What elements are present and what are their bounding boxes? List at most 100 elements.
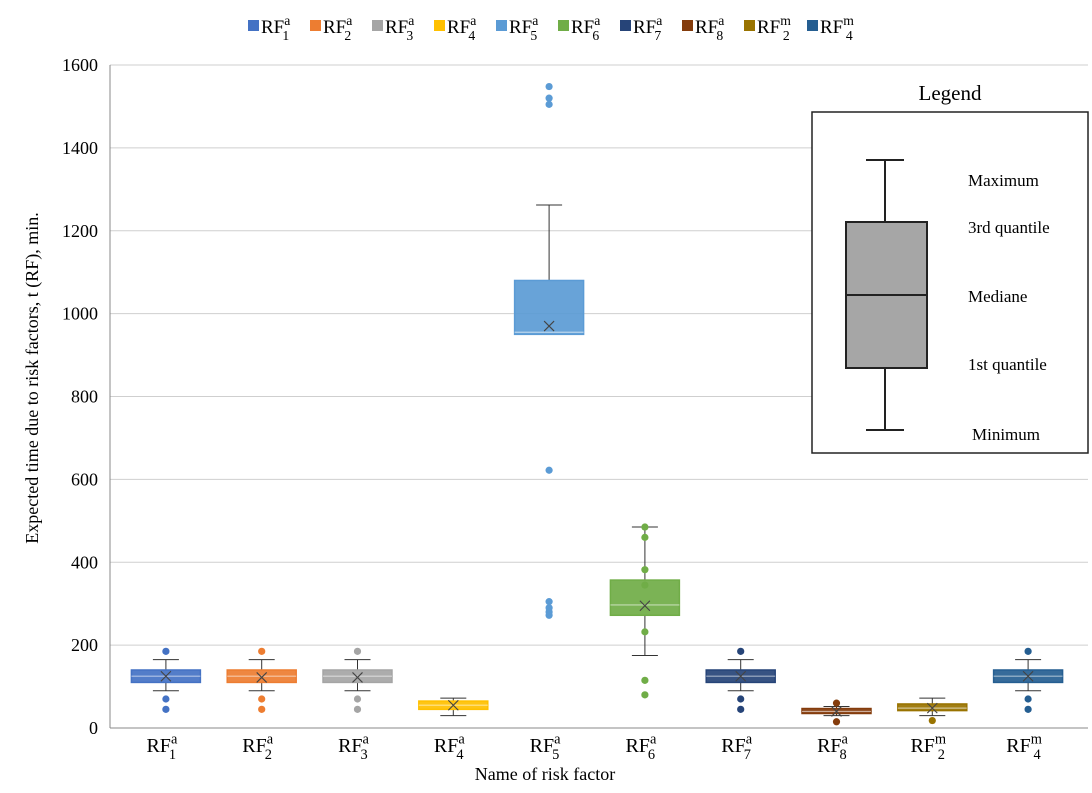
mean-marker <box>543 320 555 332</box>
mean-marker <box>735 670 747 682</box>
legend-label: RFa 4 <box>447 13 476 43</box>
legend-box-title: Legend <box>919 81 982 105</box>
outlier-point <box>162 647 170 655</box>
legend-label: RFa 8 <box>695 13 724 43</box>
y-tick-label: 1600 <box>62 55 98 75</box>
outlier-point <box>545 598 553 606</box>
mean-marker <box>639 600 651 612</box>
outlier-point <box>258 647 266 655</box>
y-tick-label: 200 <box>71 635 98 655</box>
outlier-point <box>641 566 649 574</box>
y-tick-label: 1000 <box>62 304 98 324</box>
outlier-point <box>353 695 362 703</box>
legend-item: RFa 7 <box>620 13 662 43</box>
box-rf5-a <box>513 82 585 619</box>
legend-label: RFa 2 <box>323 13 352 43</box>
outlier-point <box>641 628 649 636</box>
y-axis: 0 200 400 600 800 1000 1200 1400 1600 <box>62 55 1088 738</box>
outlier-point <box>641 691 649 699</box>
mean-marker <box>160 670 172 682</box>
legend-item: RFa 1 <box>248 13 290 43</box>
outlier-point <box>258 705 266 713</box>
box-rf3-a <box>322 647 393 713</box>
x-tick-label: RFa 4 <box>434 732 465 764</box>
series-legend: RFa 1 RFa 2 RFa 3 RFa 4 RFa 5 RFa 6 RFa 7 RFa 8 RFm 2 RFm 4 <box>248 13 854 43</box>
outlier-point <box>545 611 553 619</box>
legend-swatch <box>682 20 693 31</box>
legend-swatch <box>372 20 383 31</box>
legend-item: RFa 4 <box>434 13 476 43</box>
box-rf1-a <box>130 647 202 713</box>
outlier-point <box>737 705 745 713</box>
y-axis-title: Expected time due to risk factors, t (RF… <box>22 212 43 543</box>
y-tick-label: 1200 <box>62 221 98 241</box>
mean-marker <box>256 672 268 683</box>
x-tick-label: RFm 4 <box>1006 732 1042 764</box>
x-axis-title: Name of risk factor <box>475 764 615 784</box>
outlier-point <box>737 695 745 703</box>
legend-swatch <box>620 20 631 31</box>
legend-item: RFa 6 <box>558 13 600 43</box>
legend-label-1st-quantile: 1st quantile <box>968 355 1047 374</box>
x-tick-label: RFa 8 <box>817 732 848 764</box>
legend-label: RFa 7 <box>633 13 662 43</box>
x-tick-label: RFa 7 <box>721 732 752 764</box>
legend-label: RFm 4 <box>820 13 854 43</box>
x-tick-label: RFa 3 <box>338 732 369 764</box>
legend-label-maximum: Maximum <box>968 171 1039 190</box>
outlier-point <box>545 94 553 102</box>
legend-swatch <box>744 20 755 31</box>
mean-marker <box>352 672 363 683</box>
x-tick-label: RFm 2 <box>910 732 946 764</box>
box-rf4-m <box>992 647 1064 713</box>
legend-item: RFa 2 <box>310 13 352 43</box>
legend-item: RFa 5 <box>496 13 538 43</box>
legend-swatch <box>310 20 321 31</box>
x-tick-label: RFa 5 <box>530 732 561 764</box>
outlier-point <box>545 100 553 108</box>
outlier-point <box>641 676 649 684</box>
mean-marker <box>447 699 459 711</box>
mean-marker <box>831 706 842 717</box>
y-tick-label: 800 <box>71 387 98 407</box>
y-tick-label: 1400 <box>62 138 98 158</box>
legend-swatch <box>248 20 259 31</box>
outlier-point <box>832 718 841 726</box>
legend-label: RFm 2 <box>757 13 791 43</box>
legend-label: RFa 3 <box>385 13 414 43</box>
outlier-point <box>545 466 553 474</box>
outlier-point <box>641 533 649 541</box>
outlier-point <box>832 699 841 707</box>
legend-swatch <box>496 20 507 31</box>
outlier-point <box>353 705 362 713</box>
y-tick-label: 400 <box>71 552 98 572</box>
legend-item: RFm 4 <box>807 13 854 43</box>
box-rf4-a <box>418 697 489 717</box>
plot-area <box>130 82 1064 726</box>
legend-swatch <box>434 20 445 31</box>
legend-label-mediane: Mediane <box>968 287 1027 306</box>
box-rf6-a <box>609 523 681 699</box>
legend-swatch <box>807 20 818 31</box>
legend-label: RFa 5 <box>509 13 538 43</box>
mean-marker <box>1022 670 1034 682</box>
outlier-point <box>928 716 936 725</box>
legend-item: RFa 8 <box>682 13 724 43</box>
x-tick-label: RFa 2 <box>242 732 273 764</box>
box-rf8-a <box>801 699 872 726</box>
legend-item: RFm 2 <box>744 13 791 43</box>
legend-label-minimum: Minimum <box>972 425 1040 444</box>
mean-marker <box>926 702 938 714</box>
y-tick-label: 600 <box>71 469 98 489</box>
box-rf2-a <box>226 647 297 713</box>
x-tick-label: RFa 6 <box>625 732 656 764</box>
outlier-point <box>353 647 362 655</box>
outlier-point <box>641 523 649 531</box>
outlier-point <box>641 581 649 589</box>
legend-label: RFa 1 <box>261 13 290 43</box>
iqr-box <box>897 703 968 712</box>
box-rf7-a <box>705 647 776 713</box>
x-axis: RFa 1 RFa 2 RFa 3 RFa 4 RFa 5 RFa 6 RFa 7 RFa 8 RFm 2 RFm 4 <box>146 732 1041 764</box>
outlier-point <box>258 695 266 703</box>
